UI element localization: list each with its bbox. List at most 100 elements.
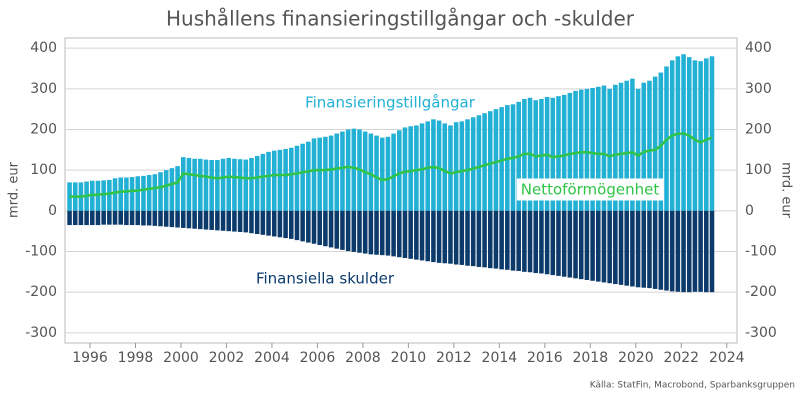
bar [294, 210, 300, 241]
bar [402, 210, 408, 259]
bar [345, 210, 351, 252]
net-line [69, 132, 713, 198]
bar [340, 131, 345, 211]
bar [465, 119, 470, 211]
bar [175, 166, 180, 211]
bar [374, 135, 379, 211]
bar [613, 210, 618, 285]
bar [414, 125, 419, 211]
y-tick-label: -100 [25, 244, 57, 260]
bar [453, 122, 459, 211]
bar [283, 210, 288, 239]
bar [419, 210, 425, 261]
bar [635, 88, 641, 211]
bar [533, 210, 539, 274]
bar [135, 210, 141, 226]
bar [408, 126, 413, 211]
bar [135, 176, 141, 211]
bar [90, 210, 95, 226]
bar [203, 159, 209, 211]
y-tick-label: 200 [30, 122, 57, 138]
y2-tick-label: 100 [745, 162, 772, 178]
bar [419, 123, 425, 211]
x-tick-label: 2006 [300, 350, 336, 366]
bar [641, 210, 647, 288]
bar [436, 120, 442, 211]
bar [186, 157, 192, 211]
x-tick-label: 1996 [72, 350, 108, 366]
x-tick-label: 2016 [527, 350, 563, 366]
bar [232, 210, 237, 232]
bar [686, 210, 692, 293]
bar [289, 147, 294, 211]
bar [334, 210, 340, 249]
bar [129, 210, 135, 226]
bar [317, 137, 322, 211]
bar [124, 177, 129, 211]
bar [220, 158, 226, 211]
x-tick-label: 2010 [391, 350, 427, 366]
bar [658, 210, 664, 290]
bar [249, 157, 254, 211]
bar [107, 210, 112, 225]
bar [493, 109, 499, 211]
bar [175, 210, 180, 228]
x-tick-label: 2004 [254, 350, 290, 366]
bar [271, 210, 277, 237]
bar [237, 159, 243, 211]
bar [254, 155, 260, 211]
bar [283, 149, 288, 211]
bar [243, 210, 249, 233]
bar [192, 210, 197, 229]
bar [476, 115, 482, 211]
bar [306, 210, 311, 243]
bar [163, 170, 169, 211]
bar [618, 82, 624, 211]
bar [453, 210, 459, 265]
bar [311, 210, 317, 244]
bar [124, 210, 129, 226]
bar [448, 210, 453, 264]
x-tick-label: 2022 [663, 350, 699, 366]
bar [681, 210, 686, 293]
bar [112, 178, 118, 211]
bar [323, 210, 328, 247]
bar [561, 210, 567, 277]
bar [141, 210, 146, 226]
annotation-box [516, 178, 664, 201]
bar [169, 210, 175, 228]
bar [578, 210, 584, 280]
bar [180, 210, 186, 228]
bar [499, 107, 504, 211]
bar [470, 210, 476, 267]
bar [431, 210, 436, 263]
bar [567, 92, 573, 211]
bar [658, 72, 664, 211]
annotation: Nettoförmögenhet [516, 178, 664, 201]
y-tick-label: 300 [30, 81, 57, 97]
bar [266, 210, 271, 236]
bar [294, 145, 300, 211]
bar [590, 88, 595, 211]
bar [544, 210, 550, 275]
bar [152, 210, 158, 226]
bar [556, 210, 561, 276]
bar [709, 56, 715, 211]
bar [516, 210, 521, 272]
x-tick-label: 2024 [709, 350, 745, 366]
y2-tick-label: 300 [745, 81, 772, 97]
bar [618, 210, 624, 285]
y2-tick-label: 0 [745, 203, 754, 219]
bar [391, 133, 396, 211]
bar [470, 117, 476, 211]
bar [374, 210, 379, 255]
bar [635, 210, 641, 288]
bar [630, 78, 635, 211]
bar [669, 210, 675, 292]
bar [368, 133, 374, 211]
bar [152, 174, 158, 211]
bar [647, 80, 652, 211]
bar [215, 210, 220, 231]
bar [561, 94, 567, 211]
bar [163, 210, 169, 227]
